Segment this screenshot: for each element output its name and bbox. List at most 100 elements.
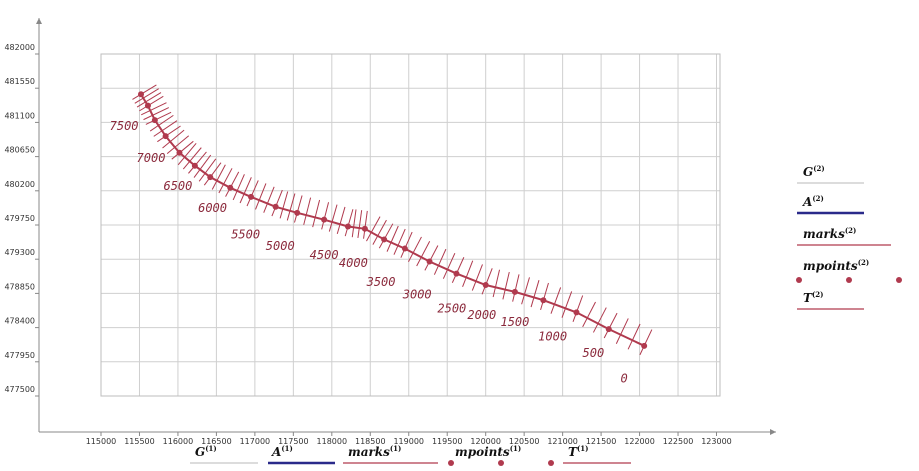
- chainage-label: 6500: [163, 179, 192, 193]
- grid: [100, 53, 720, 397]
- x-tick-label: 119500: [432, 437, 463, 446]
- cross-section-mark: [211, 164, 226, 190]
- y-tick-label: 481100: [4, 111, 35, 120]
- mpoint: [401, 245, 408, 252]
- legend-bottom-item: G(1): [190, 444, 258, 464]
- cross-section-mark: [363, 210, 368, 239]
- chainage-label: 4500: [310, 248, 339, 262]
- mpoint: [227, 184, 234, 191]
- cross-section-mark: [225, 171, 240, 197]
- cross-section-mark: [218, 168, 233, 194]
- chainage-label: 2500: [437, 301, 466, 315]
- mpoint: [321, 216, 328, 223]
- mpoint: [272, 203, 279, 210]
- cross-section-mark: [166, 135, 190, 154]
- chainage-label: 6000: [198, 201, 227, 215]
- y-tick-label: 477950: [4, 351, 35, 360]
- cross-section-mark: [615, 318, 629, 344]
- legend-bottom-label: G(1): [195, 444, 217, 459]
- y-tick-label: 478850: [4, 282, 35, 291]
- chainage-label: 1000: [538, 330, 567, 344]
- cross-section-mark: [372, 219, 387, 245]
- cross-section-mark: [561, 291, 573, 318]
- cross-section-mark: [530, 280, 540, 308]
- mpoint: [191, 162, 198, 169]
- cross-section-mark: [246, 180, 259, 207]
- mpoint: [511, 288, 518, 295]
- legend-bottom-item: A(1): [268, 444, 335, 465]
- x-tick-label: 117000: [240, 437, 271, 446]
- y-tick-label: 479300: [4, 248, 35, 257]
- x-tick-label: 122500: [663, 437, 694, 446]
- chainage-label: 500: [583, 346, 605, 360]
- x-tick-label: 116500: [201, 437, 232, 446]
- mpoints-series: [138, 91, 648, 349]
- cross-section-mark: [232, 174, 245, 201]
- cross-section-mark: [393, 228, 406, 255]
- cross-section-mark: [255, 183, 267, 210]
- cross-section-mark: [627, 323, 641, 350]
- cross-section-mark: [132, 84, 157, 100]
- legend-bottom-swatch-dot: [448, 460, 454, 466]
- cross-section-mark: [386, 225, 399, 252]
- cross-section-mark: [357, 210, 363, 239]
- x-tick-label: 121500: [586, 437, 617, 446]
- legend-right-item: marks(2): [797, 226, 891, 246]
- chainage-label: 2000: [467, 308, 496, 322]
- mpoint: [162, 133, 169, 140]
- cross-section-mark: [239, 177, 252, 204]
- x-tick-label: 120500: [509, 437, 540, 446]
- cross-section-mark: [139, 95, 164, 112]
- cross-section-mark: [378, 223, 394, 249]
- cross-section-mark: [400, 231, 413, 258]
- cross-section-mark: [351, 209, 357, 238]
- cross-section-mark: [603, 312, 618, 339]
- x-tick-label: 123000: [701, 437, 732, 446]
- mpoint: [294, 209, 301, 216]
- mpoint: [426, 258, 433, 265]
- cross-section-mark: [592, 307, 607, 333]
- legend-right-item: T(2): [797, 290, 864, 310]
- chainage-labels: 0500100015002000250030003500400045005000…: [110, 119, 628, 385]
- mpoint: [361, 225, 368, 232]
- legend-bottom-label: marks(1): [348, 444, 401, 459]
- legend-right-label: T(2): [803, 290, 823, 305]
- cross-section-mark: [157, 125, 181, 143]
- chainage-label: 1500: [500, 315, 529, 329]
- chainage-label: 3500: [366, 275, 396, 289]
- chainage-label: 0: [621, 371, 628, 385]
- cross-section-mark: [424, 245, 439, 271]
- x-tick-label: 116000: [163, 437, 194, 446]
- cross-section-mark: [550, 287, 562, 314]
- x-tick-label: 119000: [393, 437, 424, 446]
- x-tick-label: 115500: [124, 437, 155, 446]
- mpoint: [641, 342, 648, 349]
- cross-section-mark: [366, 216, 381, 242]
- mpoint: [151, 117, 158, 124]
- cross-section-mark: [572, 295, 584, 322]
- cross-section-mark: [462, 260, 474, 287]
- chainage-label: 7500: [110, 119, 139, 133]
- cross-section-mark: [408, 236, 422, 262]
- mpoint: [605, 326, 612, 333]
- legend-right-label: mpoints(2): [803, 258, 869, 273]
- mpoint: [540, 297, 547, 304]
- mpoint: [144, 102, 151, 109]
- cross-section-mark: [521, 277, 530, 305]
- cross-section-mark: [171, 140, 194, 160]
- cross-section-mark: [344, 209, 354, 237]
- chainage-label: 5500: [231, 228, 260, 242]
- mpoint: [248, 193, 255, 200]
- legend-right-label: A(2): [802, 194, 824, 209]
- chainage-label: 7000: [137, 151, 166, 165]
- y-tick-label: 479750: [4, 214, 35, 223]
- cross-section-mark: [263, 186, 275, 213]
- legend-right-item: G(2): [797, 164, 864, 184]
- mpoint: [207, 174, 214, 181]
- x-axis-arrow: [770, 429, 776, 435]
- cross-section-mark: [188, 151, 207, 174]
- cross-section-mark: [416, 241, 431, 267]
- y-axis-arrow: [36, 18, 42, 24]
- cross-section-mark: [442, 252, 456, 279]
- legend-right-label: G(2): [803, 164, 825, 179]
